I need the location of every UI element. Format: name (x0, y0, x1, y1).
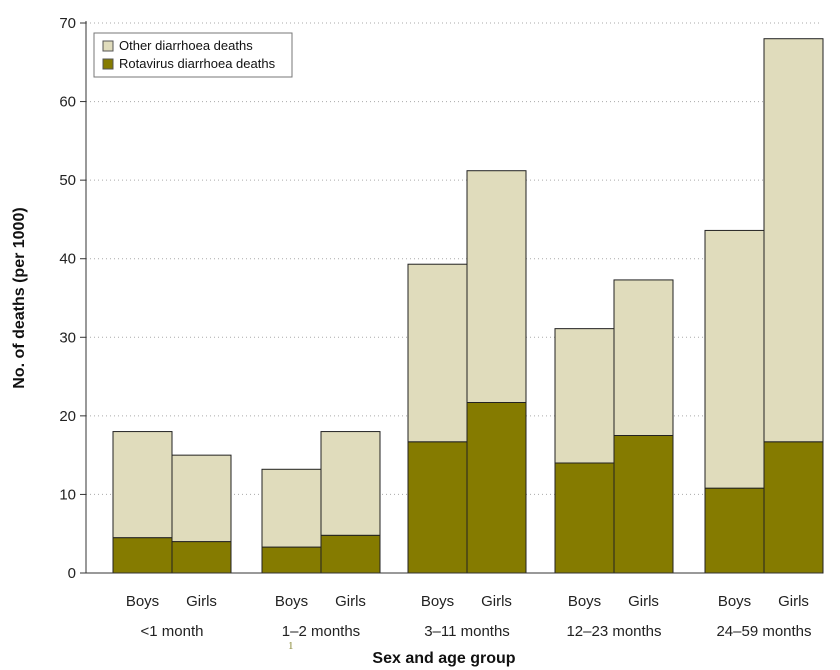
x-sex-label: Girls (628, 593, 659, 610)
y-tick-label: 20 (59, 408, 76, 425)
legend-label-rotavirus: Rotavirus diarrhoea deaths (119, 56, 276, 71)
x-sex-label: Boys (718, 593, 751, 610)
bar-other (763, 38, 824, 443)
bar-rotavirus (112, 537, 173, 574)
bar-other (613, 279, 674, 436)
x-group-label: 24–59 months (716, 623, 811, 640)
x-sex-label: Girls (778, 593, 809, 610)
bar-other (112, 431, 173, 539)
x-sex-label: Girls (186, 593, 217, 610)
bar-other (466, 170, 527, 403)
legend-swatch-rotavirus (102, 58, 114, 70)
x-group-label: 3–11 months (424, 623, 510, 640)
bar-rotavirus (407, 441, 468, 574)
axes (80, 21, 822, 574)
bars (112, 38, 824, 574)
bar-rotavirus (763, 441, 824, 574)
bar-other (320, 431, 381, 536)
bar-other (407, 263, 468, 443)
x-sex-label: Boys (568, 593, 601, 610)
x-sex-label: Boys (421, 593, 454, 610)
y-tick-label: 70 (59, 15, 76, 32)
y-tick-label: 40 (59, 251, 76, 268)
y-tick-label: 30 (59, 329, 76, 346)
bar-other (704, 229, 765, 489)
y-tick-label: 60 (59, 94, 76, 111)
y-axis-title: No. of deaths (per 1000) (11, 207, 28, 388)
bar-rotavirus (704, 487, 765, 574)
bar-rotavirus (171, 541, 232, 574)
legend-box (93, 32, 293, 78)
x-sex-label: Girls (481, 593, 512, 610)
bar-rotavirus (261, 546, 322, 574)
legend: Other diarrhoea deaths Rotavirus diarrho… (93, 32, 293, 78)
stray-annotation: 1 (288, 640, 294, 652)
tick-labels: 0 10 20 30 40 50 60 70 Boys Girls <1 month Boys Girl… (59, 15, 811, 640)
x-group-label: 1–2 months (282, 623, 360, 640)
x-sex-label: Boys (275, 593, 308, 610)
legend-swatch-other (102, 40, 114, 52)
y-tick-label: 10 (59, 486, 76, 503)
x-sex-label: Girls (335, 593, 366, 610)
bar-other (261, 468, 322, 548)
bar-rotavirus (613, 435, 674, 574)
y-tick-label: 50 (59, 172, 76, 189)
bar-other (171, 454, 232, 543)
x-sex-label: Boys (126, 593, 159, 610)
x-group-label: 12–23 months (566, 623, 661, 640)
y-tick-label: 0 (68, 565, 76, 582)
bar-rotavirus (466, 402, 527, 574)
x-axis-title: Sex and age group (372, 650, 515, 667)
bar-rotavirus (320, 534, 381, 574)
bar-rotavirus (554, 462, 615, 574)
x-group-label: <1 month (141, 623, 204, 640)
legend-label-other: Other diarrhoea deaths (119, 38, 253, 53)
bar-other (554, 328, 615, 464)
